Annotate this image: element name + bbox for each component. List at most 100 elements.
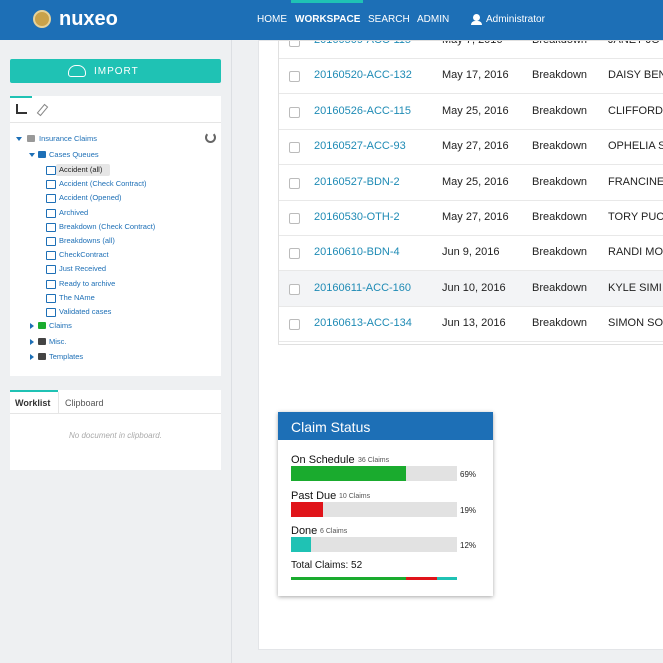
tree-node[interactable]: Claims: [10, 320, 221, 333]
tree-node[interactable]: Ready to archive: [10, 278, 221, 291]
table-row[interactable]: 20160527-BDN-2 May 25, 2016 Breakdown FRANC…: [279, 165, 663, 201]
tree-node[interactable]: Accident (all): [10, 164, 221, 177]
cell: May 7, 2016: [442, 40, 503, 46]
table-row[interactable]: 20160520-ACC-132 May 17, 2016 Breakdown DAI…: [279, 58, 663, 95]
tree-icon: [46, 194, 56, 204]
checkbox[interactable]: [289, 213, 300, 224]
tree-arrow[interactable]: [30, 338, 37, 345]
tree-node[interactable]: Insurance Claims: [10, 133, 221, 146]
tree-label[interactable]: Insurance Claims: [39, 134, 97, 143]
tree-node[interactable]: Accident (Check Contract): [10, 178, 221, 191]
tree-panel: Insurance Claims Cases Queues Accident (al…: [10, 96, 221, 376]
tab[interactable]: Clipboard: [65, 398, 104, 408]
cell: Jun 13, 2016: [442, 317, 506, 330]
tree-node[interactable]: Templates: [10, 351, 221, 364]
worklist-panel: Worklist Clipboard No document in clipboar…: [10, 390, 221, 470]
percent: 19%: [460, 505, 477, 515]
checkbox[interactable]: [289, 142, 300, 154]
tree-icon: [46, 222, 56, 232]
tab[interactable]: Worklist: [15, 398, 51, 408]
tree-node[interactable]: CheckContract: [10, 249, 221, 262]
checkbox[interactable]: [289, 71, 300, 83]
tree-label[interactable]: The NAme: [59, 292, 95, 302]
table-row[interactable]: 20160611-ACC-160 Jun 10, 2016 Breakdown KYL…: [279, 270, 663, 307]
table-row[interactable]: 20160527-ACC-93 May 27, 2016 Breakdown OPHE…: [279, 129, 663, 166]
checkbox[interactable]: [289, 41, 300, 47]
tree-node[interactable]: Misc.: [10, 336, 221, 349]
cell: DAISY BEN: [608, 69, 663, 82]
table-row[interactable]: 20160509-ACC-115 May 7, 2016 Breakdown JANE…: [279, 40, 663, 59]
total-segment: [291, 577, 406, 580]
doc-link[interactable]: 20160611-ACC-160: [314, 281, 412, 294]
cell: JANET JO: [608, 40, 660, 46]
tree-label[interactable]: Ready to archive: [59, 278, 116, 288]
cell: CLIFFORD: [608, 104, 663, 117]
table-row[interactable]: 20160530-OTH-2 May 27, 2016 Breakdown TORY …: [279, 200, 663, 236]
bar-track: [291, 537, 457, 552]
cell: RANDI MO: [608, 246, 663, 259]
doc-link[interactable]: 20160610-BDN-4: [314, 246, 400, 259]
tree-node[interactable]: Breakdowns (all): [10, 235, 221, 248]
nav-link[interactable]: ADMIN: [417, 14, 450, 25]
doc-link[interactable]: 20160509-ACC-115: [314, 40, 412, 46]
tree-label[interactable]: Accident (all): [59, 165, 103, 174]
checkbox[interactable]: [289, 106, 300, 118]
tree-node[interactable]: Archived: [10, 207, 221, 220]
cell: May 17, 2016: [442, 69, 509, 82]
doc-link[interactable]: 20160526-ACC-115: [314, 104, 412, 117]
tree-label[interactable]: Templates: [49, 352, 84, 362]
bar-track: [291, 501, 457, 517]
cell: SIMON SO: [608, 317, 663, 330]
tree-label[interactable]: Breakdown (Check Contract): [59, 221, 156, 231]
tree-label[interactable]: Breakdowns (all): [59, 236, 115, 245]
tree-label[interactable]: Accident (Check Contract): [59, 179, 147, 189]
table-row[interactable]: 20160526-ACC-115 May 25, 2016 Breakdown CLI…: [279, 94, 663, 130]
import-button[interactable]: IMPORT: [10, 59, 221, 83]
tree-icon: [38, 353, 46, 361]
checkbox[interactable]: [289, 248, 300, 260]
status-label: On Schedule: [291, 454, 355, 466]
tree-label[interactable]: Just Received: [59, 264, 107, 274]
tree-arrow[interactable]: [30, 323, 37, 330]
doc-link[interactable]: 20160527-ACC-93: [314, 140, 406, 153]
cell: May 27, 2016: [442, 211, 509, 223]
tree-label[interactable]: CheckContract: [59, 250, 109, 260]
checkbox[interactable]: [289, 283, 300, 295]
tree-arrow[interactable]: [29, 152, 35, 160]
bar-fill: [291, 501, 323, 517]
nav-link[interactable]: SEARCH: [368, 14, 410, 25]
tree-label[interactable]: Claims: [49, 321, 72, 331]
doc-link[interactable]: 20160613-ACC-134: [314, 317, 412, 330]
tree-label[interactable]: Archived: [59, 207, 89, 217]
tree-node[interactable]: Accident (Opened): [10, 192, 221, 205]
tab-active: [10, 390, 58, 392]
tree-tab-glyph[interactable]: [16, 104, 27, 114]
table-row[interactable]: 20160613-ACC-134 Jun 13, 2016 Breakdown SIM…: [279, 306, 663, 343]
doc-link[interactable]: 20160530-OTH-2: [314, 211, 400, 223]
tree-label[interactable]: Accident (Opened): [59, 193, 122, 203]
checkbox[interactable]: [289, 177, 300, 189]
tree-node[interactable]: Cases Queues: [10, 149, 221, 162]
tree-arrow[interactable]: [16, 137, 22, 144]
refresh-icon[interactable]: [205, 132, 216, 143]
user[interactable]: Administrator: [486, 14, 545, 25]
tree-label[interactable]: Validated cases: [59, 307, 112, 316]
nav-link[interactable]: HOME: [257, 14, 287, 25]
table-row[interactable]: 20160610-BDN-4 Jun 9, 2016 Breakdown RANDI …: [279, 235, 663, 272]
tree-icon: [46, 237, 56, 246]
bar-fill: [291, 466, 406, 481]
tree-label[interactable]: Misc.: [49, 336, 67, 346]
tree-label[interactable]: Cases Queues: [49, 149, 99, 159]
doc-link[interactable]: 20160527-BDN-2: [314, 175, 400, 188]
doc-link[interactable]: 20160520-ACC-132: [314, 69, 412, 82]
status-count: 6 Claims: [320, 528, 348, 535]
tree-arrow[interactable]: [30, 354, 37, 361]
tree-node[interactable]: Validated cases: [10, 306, 221, 319]
tab-divider: [58, 392, 59, 413]
tree-node[interactable]: The NAme: [10, 292, 221, 305]
nav-link[interactable]: WORKSPACE: [295, 14, 361, 25]
tree-node[interactable]: Just Received: [10, 263, 221, 276]
cell: FRANCINE: [608, 175, 663, 188]
tree-node[interactable]: Breakdown (Check Contract): [10, 221, 221, 234]
checkbox[interactable]: [289, 319, 300, 331]
